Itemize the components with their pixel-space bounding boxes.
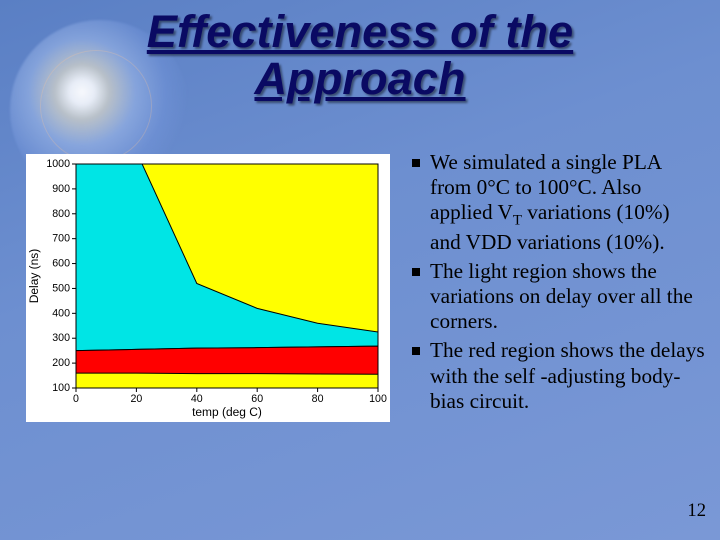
y-axis-label: Delay (ns) <box>27 249 41 304</box>
y-tick-label: 400 <box>52 307 70 319</box>
y-tick-label: 1000 <box>46 158 70 170</box>
x-tick-label: 0 <box>73 393 79 405</box>
bullet-list: We simulated a single PLA from 0°C to 10… <box>410 150 705 418</box>
bullet-item-3: The red region shows the delays with the… <box>410 338 705 413</box>
x-tick-label: 100 <box>369 393 387 405</box>
x-tick-label: 40 <box>191 393 203 405</box>
y-tick-label: 800 <box>52 208 70 220</box>
x-axis-label: temp (deg C) <box>192 405 262 419</box>
y-tick-label: 300 <box>52 332 70 344</box>
page-number: 12 <box>687 500 706 522</box>
bullet-item-2: The light region shows the variations on… <box>410 259 705 334</box>
title-line1: Effectiveness of the <box>147 6 573 57</box>
slide: Effectiveness of the Approach 0 20 40 60 80 1… <box>0 0 720 540</box>
y-tick-label: 700 <box>52 233 70 245</box>
slide-title: Effectiveness of the Approach <box>0 8 720 103</box>
series-self_adjusting_body_bias <box>76 346 378 374</box>
x-tick-label: 20 <box>130 393 142 405</box>
delay-vs-temp-chart: 0 20 40 60 80 100 100 200 300 400 500 600 700 800 900 1… <box>26 154 390 422</box>
chart-svg: 0 20 40 60 80 100 100 200 300 400 500 600 700 800 900 1… <box>26 154 390 422</box>
x-tick-label: 80 <box>312 393 324 405</box>
bullet-item-1: We simulated a single PLA from 0°C to 10… <box>410 150 705 255</box>
title-line2: Approach <box>254 53 465 104</box>
y-tick-label: 100 <box>52 382 70 394</box>
x-tick-label: 60 <box>251 393 263 405</box>
y-tick-label: 500 <box>52 282 70 294</box>
y-tick-label: 200 <box>52 357 70 369</box>
y-tick-label: 900 <box>52 183 70 195</box>
page-number-text: 12 <box>687 500 706 521</box>
bullet-text: The red region shows the delays with the… <box>430 338 705 412</box>
y-tick-label: 600 <box>52 258 70 270</box>
bullet-text: The light region shows the variations on… <box>430 259 693 333</box>
subscript: T <box>513 212 522 228</box>
